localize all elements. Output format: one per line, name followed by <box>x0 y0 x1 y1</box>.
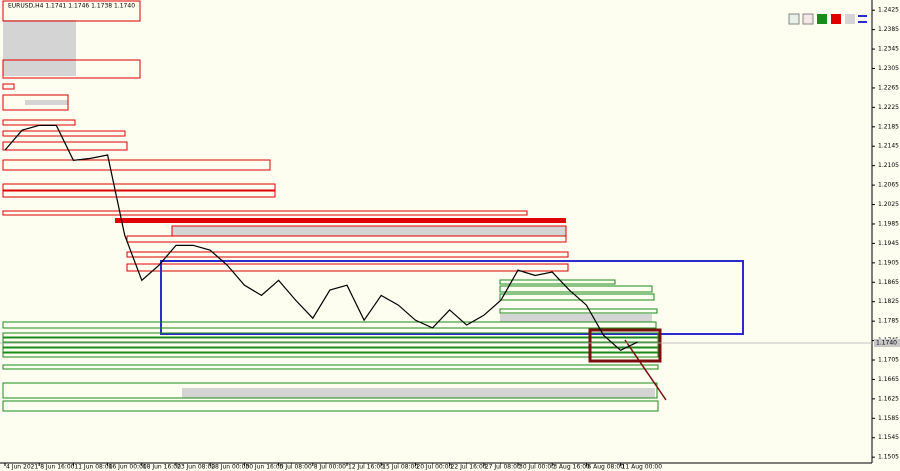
x-tick-label: 18 Jun 16:00 <box>143 464 181 471</box>
y-tick-label: 1.1705 <box>878 357 899 364</box>
x-tick-label: 11 Aug 00:00 <box>622 464 663 471</box>
x-tick-label: 6 Aug 08:00 <box>587 464 624 471</box>
x-tick-label: 5 Jul 08:00 <box>280 464 312 471</box>
y-tick-label: 1.2105 <box>878 162 899 169</box>
price-label-bg <box>874 338 900 347</box>
x-tick-label: 15 Jul 08:00 <box>382 464 418 471</box>
x-tick-label: 23 Jun 08:00 <box>177 464 215 471</box>
x-tick-label: 8 Jul 00:00 <box>314 464 346 471</box>
x-tick-label: 16 Jun 00:00 <box>109 464 147 471</box>
x-tick-label: 20 Jul 00:00 <box>416 464 452 471</box>
y-tick-label: 1.2065 <box>878 182 899 189</box>
x-tick-label: 3 Aug 16:00 <box>553 464 590 471</box>
y-tick-label: 1.2345 <box>878 46 899 53</box>
y-tick-label: 1.1665 <box>878 376 899 383</box>
y-tick-label: 1.2385 <box>878 26 899 33</box>
y-tick-label: 1.2185 <box>878 123 899 130</box>
y-tick-label: 1.2265 <box>878 84 899 91</box>
y-tick-label: 1.1505 <box>878 454 899 461</box>
y-tick-label: 1.2145 <box>878 143 899 150</box>
price-line-series <box>4 124 638 351</box>
y-tick-label: 1.2225 <box>878 104 899 111</box>
y-tick-label: 1.2305 <box>878 65 899 72</box>
chart-title: EURUSD,H4 1.1741 1.1746 1.1738 1.1740 <box>8 3 135 10</box>
price-label: 1.1740 <box>876 339 897 346</box>
y-tick-label: 1.1585 <box>878 415 899 422</box>
y-tick-label: 1.1865 <box>878 279 899 286</box>
y-tick-label: 1.2425 <box>878 7 899 14</box>
y-tick-label: 1.1985 <box>878 220 899 227</box>
x-tick-label: 12 Jul 16:00 <box>348 464 384 471</box>
y-tick-label: 1.1825 <box>878 298 899 305</box>
x-tick-label: 30 Jun 16:00 <box>245 464 283 471</box>
y-tick-label: 1.1785 <box>878 318 899 325</box>
x-tick-label: 22 Jul 16:00 <box>451 464 487 471</box>
y-tick-label: 1.2025 <box>878 201 899 208</box>
x-tick-label: 28 Jun 00:00 <box>211 464 249 471</box>
x-tick-label: 11 Jun 08:00 <box>74 464 112 471</box>
x-tick-label: 8 Jun 16:00 <box>40 464 74 471</box>
y-tick-label: 1.1625 <box>878 395 899 402</box>
x-tick-label: 27 Jul 08:00 <box>485 464 521 471</box>
x-tick-label: 30 Jul 00:00 <box>519 464 555 471</box>
y-tick-label: 1.1945 <box>878 240 899 247</box>
y-tick-label: 1.1545 <box>878 434 899 441</box>
y-tick-label: 1.1905 <box>878 259 899 266</box>
x-tick-label: 4 Jun 2021 <box>6 464 38 471</box>
